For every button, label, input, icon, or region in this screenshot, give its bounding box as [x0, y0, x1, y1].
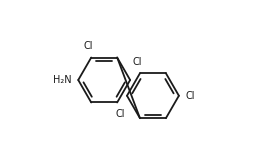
- Text: Cl: Cl: [83, 41, 93, 51]
- Text: Cl: Cl: [116, 109, 125, 119]
- Text: Cl: Cl: [185, 91, 195, 101]
- Text: H₂N: H₂N: [53, 75, 72, 85]
- Text: Cl: Cl: [132, 57, 142, 67]
